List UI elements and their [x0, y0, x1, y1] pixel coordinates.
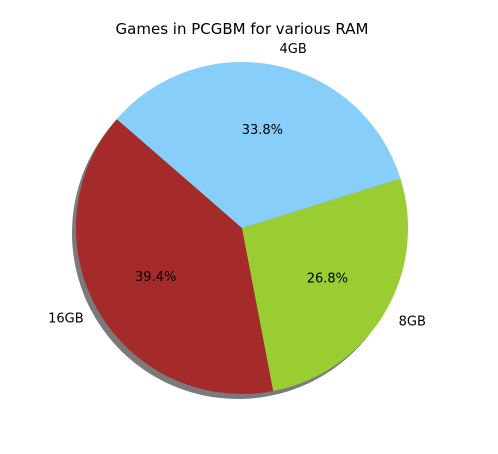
slice-label-16gb: 16GB	[48, 312, 84, 327]
pie-labels: 16GB 39.4% 8GB 26.8% 4GB 33.8%	[48, 42, 426, 329]
chart-title: Games in PCGBM for various RAM	[116, 20, 369, 38]
slice-percent-16gb: 39.4%	[135, 270, 176, 285]
slice-label-4gb: 4GB	[280, 42, 307, 57]
slice-percent-8gb: 26.8%	[307, 272, 348, 287]
slice-percent-4gb: 33.8%	[242, 123, 283, 138]
pie-slices	[75, 62, 408, 395]
slice-label-8gb: 8GB	[399, 314, 426, 329]
slice-8gb	[242, 178, 408, 392]
slice-16gb	[75, 119, 274, 395]
slice-4gb	[116, 62, 401, 228]
